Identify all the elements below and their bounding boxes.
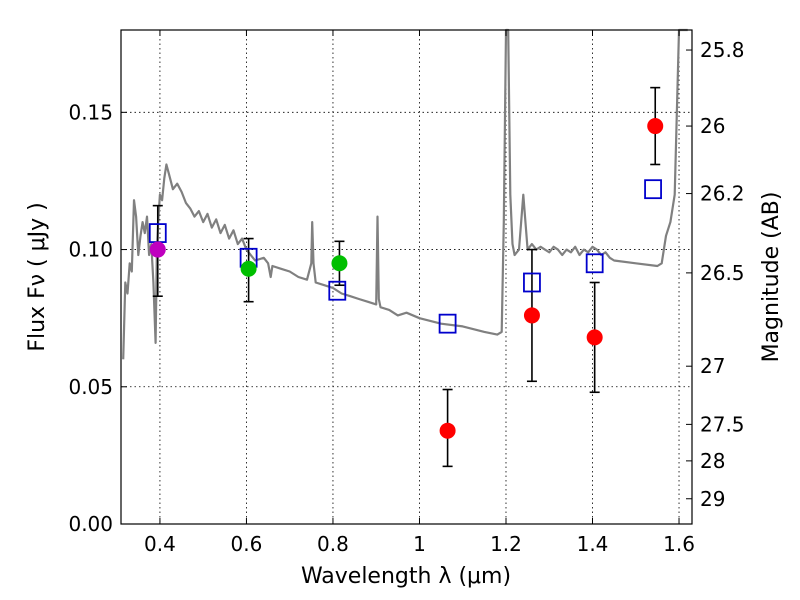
observed-point <box>523 307 540 324</box>
plot-frame <box>120 29 693 525</box>
right-tick-label: 27.5 <box>700 412 745 436</box>
y-tick-label: 0.00 <box>68 512 113 536</box>
y-tick-label: 0.15 <box>68 100 113 124</box>
observed-point <box>439 422 456 439</box>
observed-point <box>240 260 257 277</box>
observed-point <box>149 241 166 258</box>
model-square-point <box>523 272 541 293</box>
right-tick-label: 26.5 <box>700 261 745 285</box>
y-axis-label: Flux Fν ( μJy ) <box>25 202 50 351</box>
right-tick-label: 26.2 <box>700 182 745 206</box>
observed-point <box>331 255 348 272</box>
x-tick-label: 1.6 <box>663 532 695 556</box>
ticks: 0.4 0.6 0.8 1 1.2 1.4 1.6 0.00 0.05 0.10 0.15 25.8 2… <box>68 30 745 556</box>
x-tick-label: 1.2 <box>490 532 522 556</box>
x-tick-label: 1 <box>413 532 426 556</box>
right-tick-label: 27 <box>700 354 725 378</box>
model-square-point <box>438 313 457 334</box>
markers <box>148 118 664 439</box>
right-axis-label: Magnitude (AB) <box>759 192 784 363</box>
right-tick-label: 28 <box>700 449 725 473</box>
error-bars <box>152 86 661 468</box>
spectrum-line <box>122 28 688 360</box>
y-tick-label: 0.05 <box>68 375 113 399</box>
observed-point <box>586 329 603 346</box>
x-tick-label: 0.8 <box>317 532 349 556</box>
observed-point <box>647 118 664 135</box>
right-tick-label: 25.8 <box>700 38 745 62</box>
model-square-point <box>328 280 347 301</box>
x-axis-label: Wavelength λ (μm) <box>301 564 511 589</box>
model-square-point <box>585 253 604 274</box>
x-tick-label: 0.6 <box>231 532 263 556</box>
model-square-point <box>644 179 662 200</box>
x-tick-label: 1.4 <box>577 532 609 556</box>
right-tick-label: 26 <box>700 114 725 138</box>
x-tick-label: 0.4 <box>144 532 176 556</box>
spectrum-layer <box>122 28 688 360</box>
right-tick-label: 29 <box>700 487 725 511</box>
grid-lines <box>121 30 692 525</box>
y-tick-label: 0.10 <box>68 238 113 262</box>
